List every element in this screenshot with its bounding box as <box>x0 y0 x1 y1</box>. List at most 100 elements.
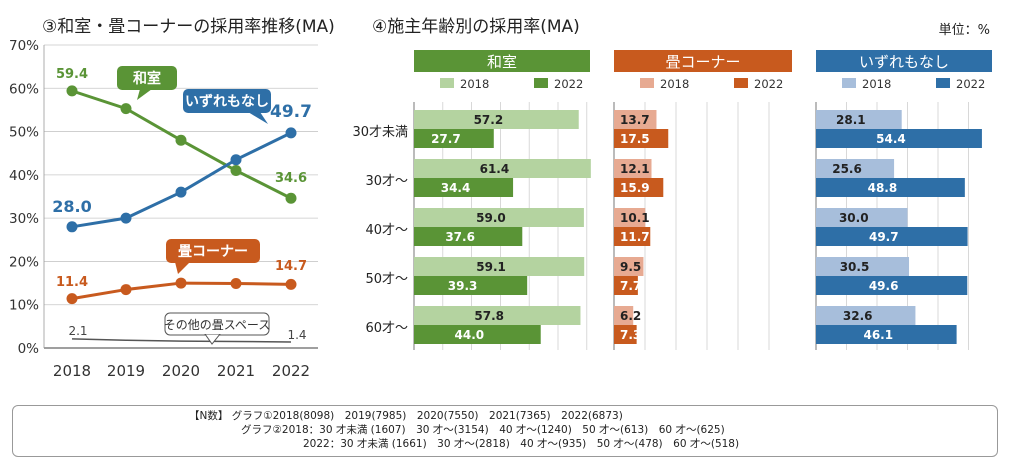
legend-label-2022: 2022 <box>554 77 583 91</box>
bar-value-label: 39.3 <box>448 279 478 293</box>
start-value-label: 59.4 <box>56 67 88 82</box>
end-value-label: 1.4 <box>287 328 306 342</box>
data-point <box>285 278 297 290</box>
bar <box>414 276 528 295</box>
end-value-label: 34.6 <box>275 171 307 186</box>
bar <box>414 227 523 246</box>
end-value-label: 49.7 <box>270 102 312 122</box>
bar <box>614 227 651 246</box>
bar-chart-unit: 単位：% <box>939 22 990 38</box>
bar-value-label: 59.0 <box>476 211 506 225</box>
legend-swatch-2018 <box>640 78 654 88</box>
bar <box>614 306 634 325</box>
line-chart-series <box>66 85 297 343</box>
callout-label: 畳コーナー <box>178 244 248 260</box>
legend-label-2018: 2018 <box>460 77 489 91</box>
bar-value-label: 28.1 <box>836 113 866 127</box>
bar <box>614 159 652 178</box>
note-line-3: 2022：30 才未満 (1661) 30 才～(2818) 40 才～(935… <box>303 438 740 450</box>
bar-value-label: 46.1 <box>863 328 893 342</box>
bar <box>414 159 591 178</box>
bar <box>414 110 579 129</box>
category-label: 50才～ <box>365 272 408 287</box>
group-header <box>614 50 792 72</box>
category-label: 30才未満 <box>352 125 408 140</box>
category-label: 60才～ <box>365 321 408 336</box>
x-tick-label: 2021 <box>217 362 255 380</box>
legend-swatch-2018 <box>842 78 856 88</box>
data-point <box>175 277 187 289</box>
bar <box>614 129 669 148</box>
bar <box>816 208 908 227</box>
bar <box>414 257 585 276</box>
bar <box>414 178 514 197</box>
data-point <box>230 154 242 166</box>
bar-value-label: 11.7 <box>620 230 650 244</box>
line-chart-title: ③和室・畳コーナーの採用率推移(MA) <box>42 17 335 37</box>
sample-size-note: 【N数】 グラフ①2018(8098) 2019(7985) 2020(7550… <box>12 405 998 457</box>
bar <box>816 129 982 148</box>
bar <box>816 257 910 276</box>
bar-value-label: 57.2 <box>474 113 504 127</box>
series-callout: 畳コーナー <box>166 239 260 274</box>
line-chart-callouts: 59.4 34.6 28.0 49.7 11.4 14.7 2.1 1.4 和室いずれもなし畳コ… <box>52 66 312 345</box>
category-label: 40才～ <box>365 223 408 238</box>
bar <box>614 276 638 295</box>
data-point <box>230 278 242 290</box>
bar <box>414 208 584 227</box>
group-header <box>816 50 992 72</box>
bar-value-label: 49.6 <box>869 279 899 293</box>
y-tick-label: 70% <box>9 38 39 54</box>
bar-value-label: 13.7 <box>620 113 650 127</box>
bar <box>614 178 664 197</box>
y-tick-label: 50% <box>9 125 39 141</box>
chart-canvas: ③和室・畳コーナーの採用率推移(MA) 0% 10% 20% 30% 40% 50% 60%… <box>9 17 992 380</box>
start-value-label: 2.1 <box>68 324 87 338</box>
callout-cover <box>166 314 268 334</box>
group-header <box>414 50 590 72</box>
bar-value-label: 7.3 <box>620 328 641 342</box>
data-point <box>66 293 78 305</box>
start-value-label: 28.0 <box>52 197 91 216</box>
callout-tail <box>175 262 190 274</box>
group-header-label: 和室 <box>487 53 517 71</box>
bar <box>816 159 895 178</box>
callout-tail <box>248 112 268 124</box>
bar <box>816 306 916 325</box>
bar <box>816 110 902 129</box>
note-line-1: 【N数】 グラフ①2018(8098) 2019(7985) 2020(7550… <box>189 410 623 422</box>
bar-value-label: 9.5 <box>620 260 641 274</box>
series-2 <box>66 127 297 233</box>
line-chart-grid <box>43 44 318 349</box>
end-value-label: 14.7 <box>275 259 307 274</box>
line-chart: ③和室・畳コーナーの採用率推移(MA) 0% 10% 20% 30% 40% 50% 60%… <box>9 17 335 380</box>
callout-box <box>117 66 177 90</box>
bar-value-label: 25.6 <box>832 162 862 176</box>
bar-value-label: 10.1 <box>620 211 650 225</box>
bar-chart-title: ④施主年齢別の採用率(MA) <box>372 17 580 37</box>
data-point <box>285 192 297 204</box>
bar-value-label: 57.8 <box>474 309 504 323</box>
bar-chart: ④施主年齢別の採用率(MA) 単位：% 30才未満 30才～ 40才～ 50才～ 60才… <box>352 17 992 350</box>
series-callout: その他の畳スペース <box>164 312 271 345</box>
bar-chart-categories: 30才未満 30才～ 40才～ 50才～ 60才～ <box>352 125 408 336</box>
bar-value-label: 12.1 <box>620 162 650 176</box>
x-tick-label: 2020 <box>162 362 200 380</box>
data-point <box>230 165 242 177</box>
y-tick-label: 30% <box>9 211 39 227</box>
bar-value-label: 7.7 <box>620 279 641 293</box>
bar <box>414 325 541 344</box>
bar <box>414 306 581 325</box>
callout-label: その他の畳スペース <box>164 318 271 332</box>
data-point <box>120 103 132 115</box>
y-tick-label: 20% <box>9 254 39 270</box>
series-4 <box>71 338 292 343</box>
start-value-label: 11.4 <box>56 275 88 290</box>
legend-swatch-2022 <box>734 78 748 88</box>
callout-box <box>166 239 260 263</box>
bar-value-label: 15.9 <box>620 181 650 195</box>
bar-group-2: 畳コーナー 2018 2022 13.7 12.1 10.1 9.5 6.2 17.5 15.9 1… <box>613 50 792 350</box>
y-tick-label: 0% <box>18 341 40 357</box>
bar-value-label: 30.0 <box>839 211 869 225</box>
series-1 <box>66 85 297 204</box>
